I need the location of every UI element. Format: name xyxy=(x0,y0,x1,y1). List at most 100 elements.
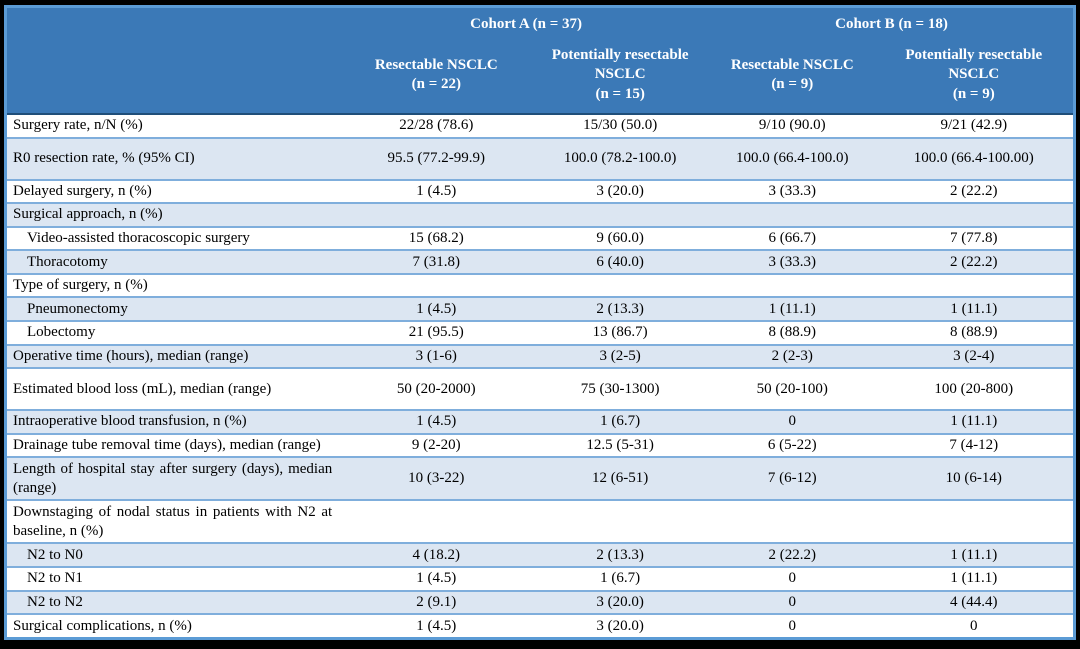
cell-value: 1 (4.5) xyxy=(416,570,457,587)
table-row: Intraoperative blood transfusion, n (%) 1… xyxy=(5,410,1075,434)
row-label: R0 resection rate, % (95% CI) xyxy=(13,150,195,167)
row-label: Downstaging of nodal status in patients … xyxy=(13,503,333,539)
cell-value: 7 (6-12) xyxy=(767,470,817,487)
cell-value: 6 (40.0) xyxy=(596,253,644,270)
column-n: (n = 22) xyxy=(411,76,461,92)
column-n: (n = 9) xyxy=(771,76,814,92)
cell-value: 15 (68.2) xyxy=(408,230,464,247)
row-label: Lobectomy xyxy=(27,324,96,341)
table-row: R0 resection rate, % (95% CI) 95.5 (77.2-… xyxy=(5,137,1075,180)
row-label: Type of surgery, n (%) xyxy=(13,277,148,294)
table-row: Lobectomy 21 (95.5) 13 (86.7) 8 (88.9) 8 (88… xyxy=(5,321,1075,345)
surgery-outcomes-table: Cohort A (n = 37) Cohort B (n = 18) Rese… xyxy=(4,5,1076,640)
cell-value: 2 (22.2) xyxy=(950,253,998,270)
table-row: Pneumonectomy 1 (4.5) 2 (13.3) 1 (11.1) 1 (1… xyxy=(5,297,1075,322)
cell-value: 9/21 (42.9) xyxy=(940,117,1008,134)
column-header-resectable-b: Resectable NSCLC (n = 9) xyxy=(709,37,875,115)
cell-value xyxy=(342,274,530,298)
cell-value: 1 (4.5) xyxy=(416,182,457,199)
cell-value: 8 (88.9) xyxy=(768,324,817,341)
row-label: Video-assisted thoracoscopic surgery xyxy=(27,230,250,247)
cell-value: 15/30 (50.0) xyxy=(583,117,658,134)
column-header-resectable-a: Resectable NSCLC (n = 22) xyxy=(342,37,531,115)
cell-value: 1 (4.5) xyxy=(416,413,457,430)
table-row: Video-assisted thoracoscopic surgery 15 (… xyxy=(5,226,1075,251)
cell-value xyxy=(530,274,710,298)
row-label: Delayed surgery, n (%) xyxy=(13,182,152,199)
cell-value: 13 (86.7) xyxy=(592,324,648,341)
cell-value: 100.0 (78.2-100.0) xyxy=(563,150,677,167)
cell-value: 2 (22.2) xyxy=(950,182,998,199)
cell-value: 2 (13.3) xyxy=(596,546,644,563)
cell-value: 1 (4.5) xyxy=(416,300,457,317)
cell-value: 9 (60.0) xyxy=(596,230,644,247)
cell-value: 12.5 (5-31) xyxy=(586,437,654,454)
cell-value xyxy=(875,203,1075,227)
column-n: (n = 15) xyxy=(595,85,645,102)
cell-value: 1 (11.1) xyxy=(768,300,816,317)
cell-value: 21 (95.5) xyxy=(408,324,464,341)
table-body: Surgery rate, n/N (%) 22/28 (78.6) 15/30 (… xyxy=(5,114,1075,639)
column-header-potentially-resectable-b: Potentially resectable NSCLC (n = 9) xyxy=(874,37,1075,115)
cell-value: 6 (5-22) xyxy=(767,437,817,454)
table-row: N2 to N2 2 (9.1) 3 (20.0) 0 4 (44.4) xyxy=(5,590,1075,615)
column-n: (n = 9) xyxy=(952,85,995,102)
cell-value xyxy=(342,203,530,227)
cohort-header-row: Cohort A (n = 37) Cohort B (n = 18) xyxy=(5,6,1075,37)
cell-value: 0 xyxy=(788,570,797,587)
row-label: Pneumonectomy xyxy=(27,300,128,317)
row-label: Drainage tube removal time (days), media… xyxy=(13,437,321,454)
row-label: Thoracotomy xyxy=(27,253,108,270)
row-label: Intraoperative blood transfusion, n (%) xyxy=(13,413,247,430)
table-row: Thoracotomy 7 (31.8) 6 (40.0) 3 (33.3) 2 (22… xyxy=(5,250,1075,274)
table-row: Operative time (hours), median (range) 3 … xyxy=(5,344,1075,369)
cell-value xyxy=(875,500,1075,543)
cell-value: 50 (20-100) xyxy=(756,380,828,397)
row-label: N2 to N1 xyxy=(27,570,83,587)
cell-value xyxy=(710,500,875,543)
cell-value: 0 xyxy=(788,413,797,430)
cell-value: 1 (11.1) xyxy=(950,413,998,430)
header-label-cell xyxy=(5,37,343,115)
cell-value: 50 (20-2000) xyxy=(396,380,476,397)
table-row: Surgery rate, n/N (%) 22/28 (78.6) 15/30 (… xyxy=(5,114,1075,138)
row-label: Length of hospital stay after surgery (d… xyxy=(13,460,333,496)
cell-value: 100 (20-800) xyxy=(934,380,1014,397)
cell-value: 1 (6.7) xyxy=(600,570,641,587)
table-row: Delayed surgery, n (%) 1 (4.5) 3 (20.0) 3 (… xyxy=(5,179,1075,204)
table-row: Surgical complications, n (%) 1 (4.5) 3 (2… xyxy=(5,614,1075,639)
cell-value xyxy=(710,274,875,298)
cell-value xyxy=(342,500,530,543)
cell-value: 22/28 (78.6) xyxy=(399,117,474,134)
cell-value: 1 (4.5) xyxy=(416,617,457,634)
cell-value: 3 (33.3) xyxy=(768,253,817,270)
cell-value: 95.5 (77.2-99.9) xyxy=(387,150,486,167)
cell-value: 3 (33.3) xyxy=(768,182,817,199)
cell-value: 3 (1-6) xyxy=(415,347,457,364)
document-page: Cohort A (n = 37) Cohort B (n = 18) Rese… xyxy=(4,5,1076,640)
cell-value: 0 xyxy=(788,617,797,634)
cell-value: 9/10 (90.0) xyxy=(758,117,826,134)
cell-value: 2 (2-3) xyxy=(771,347,813,364)
cell-value: 7 (77.8) xyxy=(950,230,998,247)
cell-value: 3 (2-5) xyxy=(599,347,641,364)
column-title: Potentially resectable NSCLC xyxy=(551,46,689,83)
row-label: N2 to N0 xyxy=(27,546,83,563)
cell-value: 2 (13.3) xyxy=(596,300,644,317)
cell-value xyxy=(875,274,1075,298)
row-label: Surgical approach, n (%) xyxy=(13,206,163,223)
header-corner-cell xyxy=(5,6,343,37)
table-row: Length of hospital stay after surgery (d… xyxy=(5,457,1075,501)
cell-value: 7 (4-12) xyxy=(949,437,999,454)
table-row: Type of surgery, n (%) xyxy=(5,273,1075,298)
cell-value xyxy=(710,203,875,227)
table-row: Estimated blood loss (mL), median (range… xyxy=(5,368,1075,411)
cell-value: 2 (9.1) xyxy=(416,593,457,610)
row-label: Surgery rate, n/N (%) xyxy=(13,117,143,134)
cohort-a-header: Cohort A (n = 37) xyxy=(342,6,710,37)
cell-value: 7 (31.8) xyxy=(412,253,461,270)
cell-value: 3 (20.0) xyxy=(596,182,644,199)
cell-value: 3 (20.0) xyxy=(596,593,644,610)
cell-value: 1 (11.1) xyxy=(950,546,998,563)
cell-value: 1 (6.7) xyxy=(600,413,641,430)
